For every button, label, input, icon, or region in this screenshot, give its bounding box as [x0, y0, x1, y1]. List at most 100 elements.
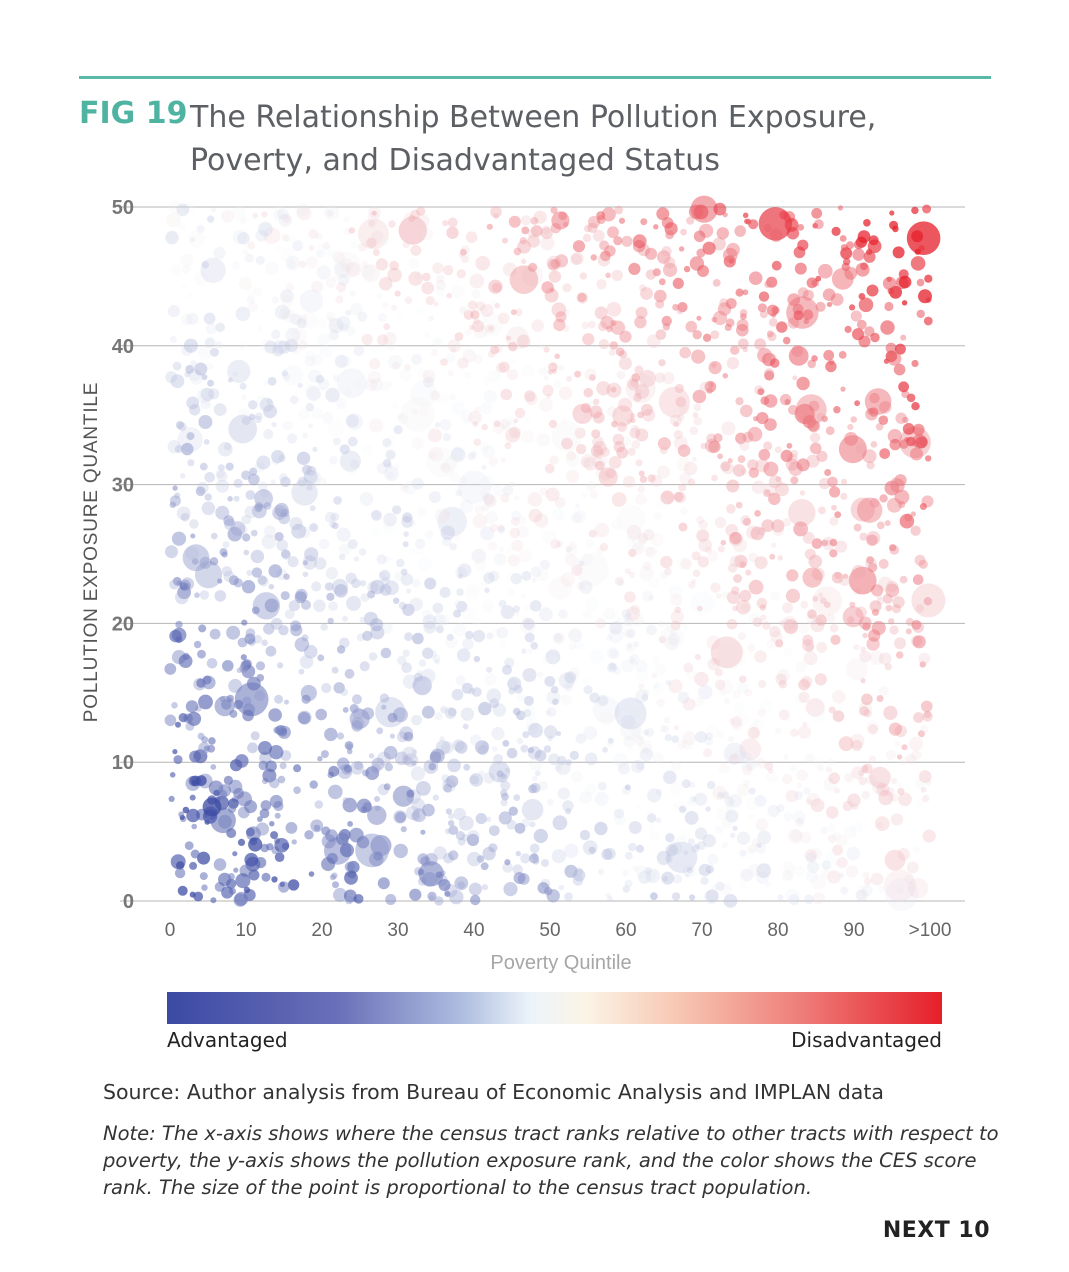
scatter-point — [215, 479, 229, 493]
scatter-point — [683, 662, 694, 673]
scatter-point — [663, 716, 671, 724]
scatter-point — [524, 417, 530, 423]
scatter-point — [885, 787, 895, 797]
scatter-point — [383, 783, 391, 791]
scatter-point — [712, 785, 728, 801]
scatter-point — [241, 394, 248, 400]
scatter-point — [408, 271, 423, 286]
scatter-point — [805, 698, 825, 717]
scatter-point — [629, 427, 641, 439]
scatter-point — [797, 287, 809, 299]
legend-low-label: Advantaged — [167, 1028, 288, 1052]
scatter-point — [734, 225, 746, 237]
scatter-point — [665, 841, 698, 874]
scatter-point — [669, 781, 684, 796]
scatter-point — [823, 778, 837, 791]
scatter-point — [526, 718, 539, 730]
scatter-point — [185, 365, 195, 374]
scatter-point — [492, 703, 506, 717]
scatter-point — [790, 829, 803, 842]
scatter-point — [757, 708, 766, 717]
scatter-point — [285, 255, 300, 271]
scatter-point — [200, 398, 211, 410]
scatter-point — [403, 212, 415, 223]
scatter-point — [732, 605, 738, 612]
scatter-point — [810, 618, 825, 633]
scatter-point — [169, 501, 176, 508]
scatter-point — [864, 877, 872, 886]
scatter-point — [739, 561, 747, 568]
scatter-point — [265, 261, 279, 276]
scatter-point — [480, 862, 489, 871]
scatter-point — [361, 444, 373, 456]
scatter-point — [764, 368, 775, 379]
scatter-point — [844, 772, 854, 782]
scatter-point — [502, 740, 510, 747]
scatter-point — [746, 796, 760, 810]
scatter-point — [210, 897, 217, 904]
scatter-point — [451, 285, 465, 299]
scatter-point — [918, 559, 928, 569]
scatter-point — [504, 657, 515, 668]
scatter-point — [241, 580, 256, 594]
scatter-point — [481, 423, 489, 431]
scatter-point — [516, 737, 524, 745]
scatter-point — [623, 613, 633, 622]
scatter-point — [174, 492, 181, 499]
scatter-point — [678, 522, 688, 532]
scatter-point — [301, 694, 311, 704]
scatter-point — [324, 727, 338, 742]
scatter-point — [723, 742, 746, 765]
scatter-point — [508, 357, 516, 366]
scatter-point — [385, 449, 396, 460]
scatter-point — [326, 592, 335, 601]
scatter-point — [636, 762, 645, 771]
scatter-point — [680, 228, 687, 236]
scatter-point — [260, 489, 269, 498]
scatter-point — [371, 346, 378, 354]
scatter-point — [742, 517, 752, 527]
scatter-point — [677, 302, 688, 313]
scatter-point — [371, 210, 377, 216]
scatter-point — [484, 494, 497, 508]
scatter-point — [838, 351, 847, 359]
scatter-point — [580, 403, 591, 413]
scatter-point — [607, 226, 619, 239]
scatter-point — [371, 510, 382, 521]
scatter-point — [793, 521, 809, 537]
scatter-point — [426, 447, 457, 478]
scatter-point — [833, 406, 841, 414]
scatter-point — [734, 712, 749, 727]
scatter-point — [333, 496, 342, 505]
scatter-point — [243, 549, 250, 556]
scatter-point — [560, 572, 575, 587]
scatter-point — [422, 647, 434, 659]
scatter-point — [473, 438, 482, 447]
scatter-point — [445, 635, 458, 649]
scatter-point — [625, 642, 637, 653]
scatter-point — [617, 762, 631, 775]
scatter-point — [504, 442, 512, 450]
scatter-point — [698, 520, 708, 530]
scatter-point — [428, 491, 441, 504]
scatter-point — [298, 712, 311, 724]
scatter-point — [554, 496, 566, 508]
scatter-point — [403, 531, 409, 537]
scatter-point — [860, 678, 866, 684]
scatter-point — [517, 693, 525, 702]
scatter-point — [254, 504, 263, 513]
scatter-point — [751, 480, 766, 494]
scatter-point — [492, 422, 505, 435]
scatter-point — [304, 830, 314, 840]
scatter-point — [811, 207, 823, 219]
scatter-point — [840, 244, 849, 252]
scatter-point — [410, 244, 422, 256]
scatter-point — [852, 328, 865, 341]
scatter-point — [767, 804, 780, 818]
scatter-point — [379, 381, 390, 392]
scatter-point — [484, 587, 490, 594]
scatter-point — [265, 645, 277, 657]
scatter-point — [902, 416, 909, 424]
scatter-point — [540, 227, 553, 240]
scatter-point — [568, 540, 577, 550]
